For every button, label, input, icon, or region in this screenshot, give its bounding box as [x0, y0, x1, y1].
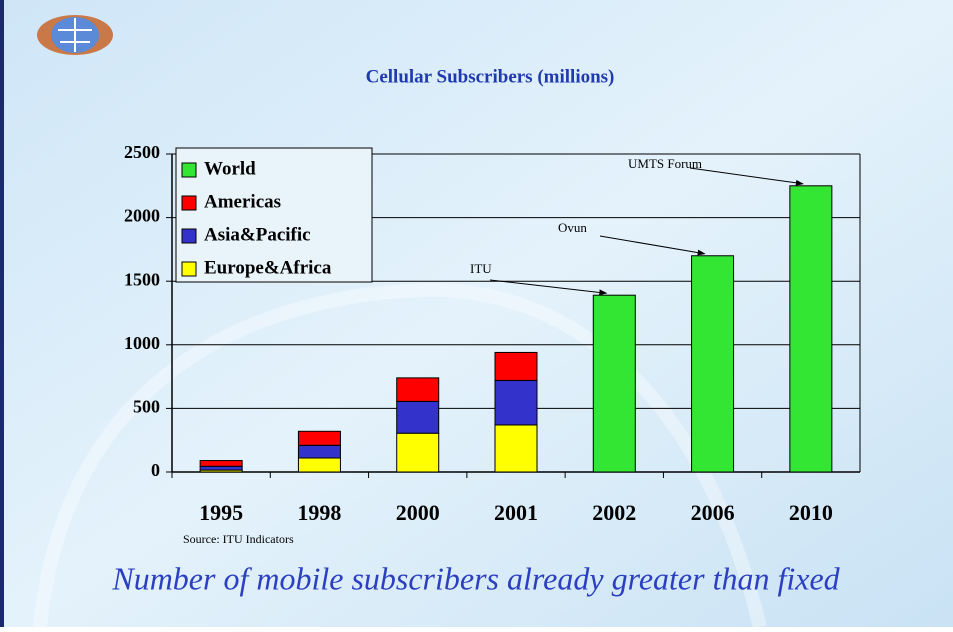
x-tick-label: 2000 [396, 500, 440, 525]
y-tick-label: 2500 [124, 142, 160, 162]
left-edge [0, 0, 4, 627]
y-tick-label: 2000 [124, 206, 160, 226]
legend-swatch [181, 162, 197, 178]
x-tick-label: 2002 [592, 500, 636, 525]
y-tick-label: 1000 [124, 333, 160, 353]
x-tick-label: 2001 [494, 500, 538, 525]
legend-swatch [181, 228, 197, 244]
y-tick-label: 0 [151, 460, 160, 480]
annotation-arrow [689, 167, 804, 186]
logo [37, 15, 113, 55]
bar-segment [199, 460, 243, 467]
source-note: Source: ITU Indicators [183, 532, 294, 546]
legend-label: Europe&Africa [204, 257, 332, 278]
bar-segment [789, 185, 833, 473]
legend-label: World [204, 158, 256, 179]
annotation: ITU [470, 261, 492, 276]
legend-label: Americas [204, 191, 281, 212]
bar-segment [396, 432, 440, 473]
y-tick-label: 1500 [124, 269, 160, 289]
annotation: Ovun [558, 220, 587, 235]
watermark [33, 282, 767, 629]
bar-segment [494, 351, 538, 381]
x-tick-label: 2010 [789, 500, 833, 525]
bar-segment [691, 255, 735, 473]
legend-swatch [181, 195, 197, 211]
x-tick-label: 1998 [297, 500, 341, 525]
bar-segment [199, 465, 243, 471]
bar-segment [494, 379, 538, 426]
annotation: UMTS Forum [628, 156, 702, 171]
bar-segment [297, 457, 341, 473]
bar-segment [396, 400, 440, 434]
y-tick-label: 500 [133, 397, 160, 417]
chart-title: Cellular Subscribers (millions) [366, 66, 615, 87]
bar-segment [297, 430, 341, 446]
legend-box [175, 147, 373, 283]
bar-segment [297, 444, 341, 459]
annotation-arrow [489, 279, 608, 296]
x-tick-label: 1995 [199, 500, 243, 525]
bar-segment [592, 294, 636, 473]
x-tick-label: 2006 [691, 500, 735, 525]
bar-segment [494, 424, 538, 473]
caption: Number of mobile subscribers already gre… [111, 560, 840, 596]
legend-swatch [181, 261, 197, 277]
bar-segment [396, 377, 440, 402]
legend-label: Asia&Pacific [204, 224, 311, 245]
annotation-arrow [599, 235, 706, 256]
